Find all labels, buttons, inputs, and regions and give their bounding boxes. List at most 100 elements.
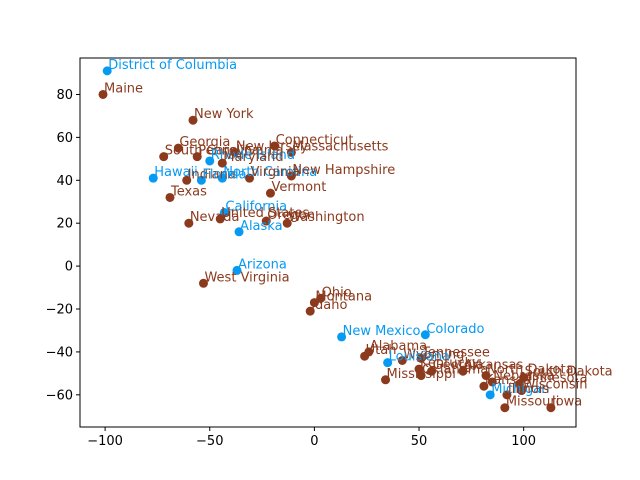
y-tick-label: 40: [56, 174, 73, 189]
x-axis: −100 −50 0 50 100: [87, 427, 536, 449]
scatter-point: [282, 218, 292, 228]
point-label: Alaska: [240, 219, 283, 234]
point-label: Arizona: [238, 257, 287, 272]
point-label: California: [225, 199, 287, 214]
scatter-point: [360, 351, 370, 361]
point-label: Missouri: [506, 395, 560, 410]
scatter-point: [184, 218, 194, 228]
point-label: Mississippi: [387, 367, 456, 382]
scatter-point: [198, 278, 208, 288]
y-tick-label: 20: [56, 217, 73, 232]
scatter-point: [397, 355, 407, 365]
point-label: South Dakota: [525, 365, 613, 380]
point-label: Rhode Island: [211, 148, 295, 163]
scatter-point: [148, 173, 158, 183]
point-label: Connecticut: [276, 133, 354, 148]
points-layer: [98, 66, 556, 413]
point-label: Minnesota: [520, 371, 587, 386]
scatter-point: [215, 214, 225, 224]
y-tick-label: 0: [65, 260, 73, 275]
scatter-point: [173, 143, 183, 153]
point-label: New Mexico: [343, 324, 421, 339]
point-label: West Virginia: [204, 270, 289, 285]
point-label: District of Columbia: [108, 58, 237, 73]
point-label: New York: [194, 107, 254, 122]
point-label: Florida: [202, 167, 246, 182]
point-label: Pennsylvania: [198, 144, 283, 159]
point-label: New Hampshire: [292, 163, 395, 178]
scatter-point: [182, 175, 192, 185]
point-label: Nevada: [190, 210, 240, 225]
point-label: Kentucky: [420, 356, 480, 371]
y-tick-label: 80: [56, 88, 73, 103]
scatter-point: [286, 147, 296, 157]
scatter-point: [381, 375, 391, 385]
scatter-point: [485, 390, 495, 400]
point-label: Texas: [170, 184, 207, 199]
labels-layer: District of Columbia Maine New York Georgia…: [104, 58, 613, 410]
scatter-point: [98, 89, 108, 99]
x-tick-label: 0: [310, 434, 318, 449]
scatter-point: [217, 173, 227, 183]
point-label: New Jersey: [236, 139, 308, 154]
scatter-point: [487, 377, 497, 387]
point-label: Oklahoma: [422, 363, 488, 378]
scatter-point: [502, 390, 512, 400]
y-tick-label: −40: [46, 345, 73, 360]
plot-frame: [79, 57, 577, 428]
scatter-point: [192, 152, 202, 162]
scatter-point: [230, 147, 240, 157]
point-label: North Carolina: [223, 165, 317, 180]
scatter-point: [245, 173, 255, 183]
scatter-point: [196, 175, 206, 185]
point-label: Virginia: [251, 165, 300, 180]
point-label: Nebraska: [493, 369, 554, 384]
x-tick-label: 100: [511, 434, 536, 449]
scatter-point: [383, 358, 393, 368]
y-axis: −60 −40 −20 0 20 40 60 80: [46, 88, 80, 403]
point-label: Ohio: [322, 285, 352, 300]
scatter-point: [316, 293, 326, 303]
point-label: Alabama: [370, 339, 427, 354]
point-label: Vermont: [271, 180, 326, 195]
point-label: Illinois: [508, 382, 549, 397]
point-label: Louisiana: [389, 350, 450, 365]
scatter-point: [219, 207, 229, 217]
scatter-point: [286, 171, 296, 181]
point-label: Wyoming: [403, 347, 464, 362]
scatter-point: [500, 403, 510, 413]
point-label: Oregon: [267, 208, 315, 223]
y-tick-label: 60: [56, 131, 73, 146]
scatter-point: [309, 298, 319, 308]
point-label: Colorado: [426, 322, 484, 337]
x-tick-label: 50: [411, 434, 428, 449]
scatter-point: [305, 306, 315, 316]
point-label: Tennessee: [421, 345, 490, 360]
point-label: Utah: [366, 343, 397, 358]
scatter-point: [416, 353, 426, 363]
y-tick-label: −60: [46, 388, 73, 403]
point-label: Hawaii: [154, 165, 198, 180]
scatter-point: [517, 386, 527, 396]
x-tick-label: −100: [87, 434, 123, 449]
scatter-point: [458, 366, 468, 376]
scatter-point: [188, 115, 198, 125]
scatter-point: [416, 371, 426, 381]
point-label: Maine: [104, 81, 143, 96]
scatter-point: [546, 403, 556, 413]
point-label: Arkansas: [464, 358, 523, 373]
point-label: Massachusetts: [292, 139, 388, 154]
scatter-point: [159, 152, 169, 162]
point-label: Wisconsin: [523, 378, 588, 393]
scatter-point: [479, 381, 489, 391]
scatter-point: [427, 366, 437, 376]
scatter-point: [205, 156, 215, 166]
scatter-point: [102, 66, 112, 76]
scatter-point: [337, 332, 347, 342]
point-label: Maryland: [223, 150, 283, 165]
scatter-point: [270, 141, 280, 151]
point-label: Idaho: [311, 298, 347, 313]
scatter-point: [519, 373, 529, 383]
